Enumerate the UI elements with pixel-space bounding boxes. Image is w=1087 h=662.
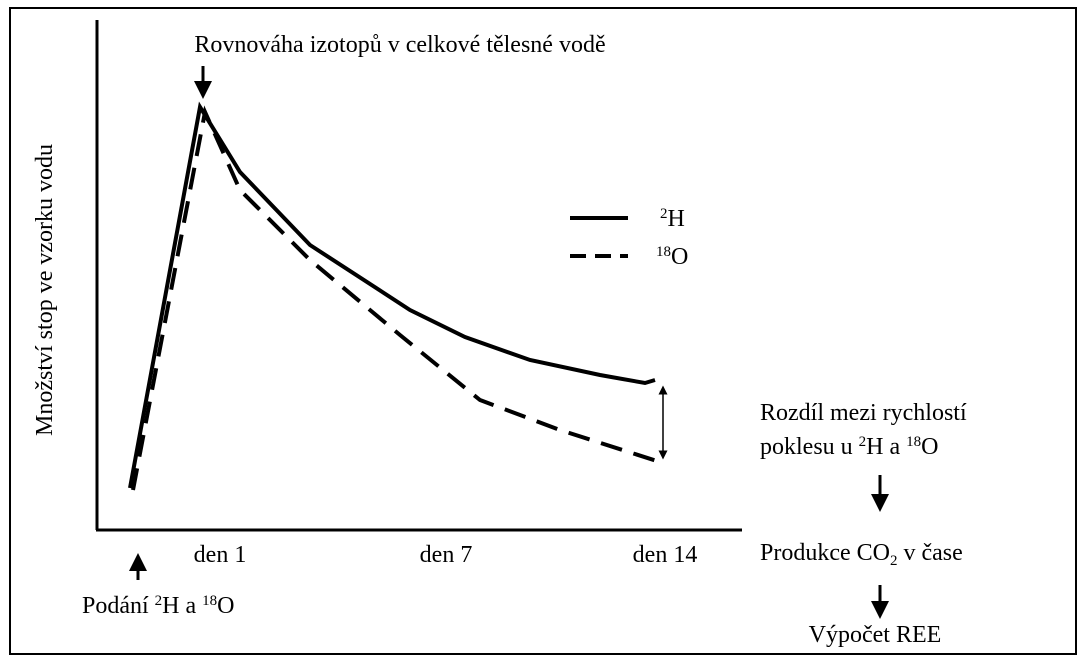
difference-note: Rozdíl mezi rychlostí: [760, 400, 967, 426]
curve-18o: [131, 105, 661, 491]
legend-label: 18O: [656, 244, 688, 270]
legend-label: 2H: [660, 206, 685, 232]
x-label: den 7: [420, 542, 473, 568]
result: Výpočet REE: [809, 622, 942, 648]
y-axis-label: Množství stop ve vzorku vodu: [32, 144, 58, 436]
curve-2h: [128, 101, 656, 489]
production: Produkce CO2 v čase: [760, 540, 963, 569]
difference-note: poklesu u 2H a 18O: [760, 434, 939, 460]
title: Rovnováha izotopů v celkové tělesné vodě: [194, 32, 605, 58]
frame: [9, 7, 1077, 655]
x-label: den 14: [633, 542, 698, 568]
x-label: den 1: [194, 542, 247, 568]
start-note: Podání 2H a 18O: [82, 593, 235, 619]
